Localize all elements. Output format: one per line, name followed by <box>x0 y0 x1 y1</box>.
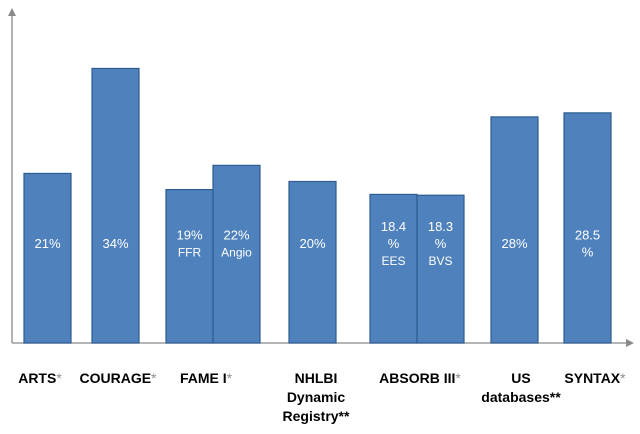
category-label-1: COURAGE* <box>79 370 157 386</box>
bar-courage <box>91 67 140 344</box>
category-label-5: US databases** <box>481 370 561 405</box>
bar-syntax <box>563 112 612 344</box>
x-axis-arrow <box>626 339 634 347</box>
bar-absorb-iii-2 <box>416 194 465 344</box>
bar-value-label: 21% <box>34 236 60 251</box>
bar-fame-i-1 <box>165 188 214 344</box>
bar-nhlbi-dynamic-registry <box>288 180 337 344</box>
bar-value-label: 22% Angio <box>221 227 252 259</box>
bar-value-label: 28.5% <box>575 227 600 259</box>
bar-fame-i-2 <box>212 164 261 344</box>
y-axis-arrow <box>8 8 16 16</box>
bar-value-label: 20% <box>299 236 325 251</box>
category-labels: ARTS* COURAGE* FAME I* NHLBI Dynamic Registry… <box>18 370 626 424</box>
bar-value-label: 18.4% EES <box>381 219 406 268</box>
bar-us-databases <box>490 116 539 344</box>
bar-value-label: 18.3% BVS <box>428 219 453 268</box>
category-label-4: ABSORB III* <box>379 370 461 386</box>
category-label-6: SYNTAX* <box>564 370 626 386</box>
bar-labels: 21% 34% 19% FFR 22% Angio 20% 18.4% EES 18.3% BVS 2… <box>34 219 600 268</box>
category-label-0: ARTS* <box>18 370 62 386</box>
bar-value-label: 34% <box>102 236 128 251</box>
bar-absorb-iii-1 <box>369 193 418 344</box>
bar-value-label: 28% <box>501 236 527 251</box>
bars <box>23 67 612 344</box>
bar-arts <box>23 172 72 344</box>
bar-value-label: 19% FFR <box>176 227 202 259</box>
category-label-2: FAME I* <box>180 370 233 386</box>
category-label-3: NHLBI Dynamic Registry** <box>283 370 350 424</box>
